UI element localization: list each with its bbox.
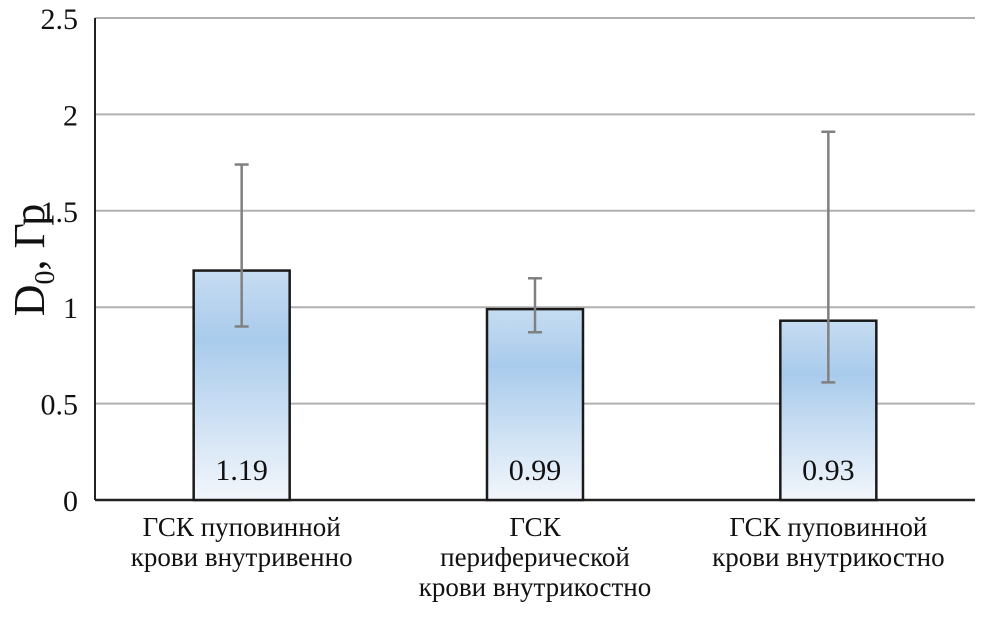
y-tick-label: 1.5 (41, 196, 79, 229)
y-tick-labels: 0 0.5 1 1.5 2 2.5 (41, 3, 79, 518)
bar (192, 269, 291, 502)
x-tick-label: ГСК (509, 512, 561, 542)
y-tick-label: 0 (63, 485, 78, 518)
bars: 1.19 0.99 0.93 (192, 130, 878, 502)
data-label: 0.93 (802, 454, 855, 487)
x-tick-label: крови внутрикостно (419, 572, 652, 602)
x-tick-label: крови внутривенно (131, 542, 353, 572)
x-tick-label: ГСК пуповинной (143, 512, 341, 542)
y-tick-label: 2 (63, 99, 78, 132)
x-tick-label: ГСК пуповинной (729, 512, 927, 542)
data-label: 1.19 (215, 454, 268, 487)
y-axis-label: D0, Гр (5, 204, 61, 316)
bar (485, 307, 585, 502)
y-tick-label: 1 (63, 292, 78, 325)
y-tick-label: 0.5 (41, 389, 79, 422)
x-tick-label: периферической (440, 542, 630, 572)
y-tick-label: 2.5 (41, 3, 79, 36)
x-tick-label: крови внутрикостно (712, 542, 945, 572)
data-label: 0.99 (509, 454, 562, 487)
